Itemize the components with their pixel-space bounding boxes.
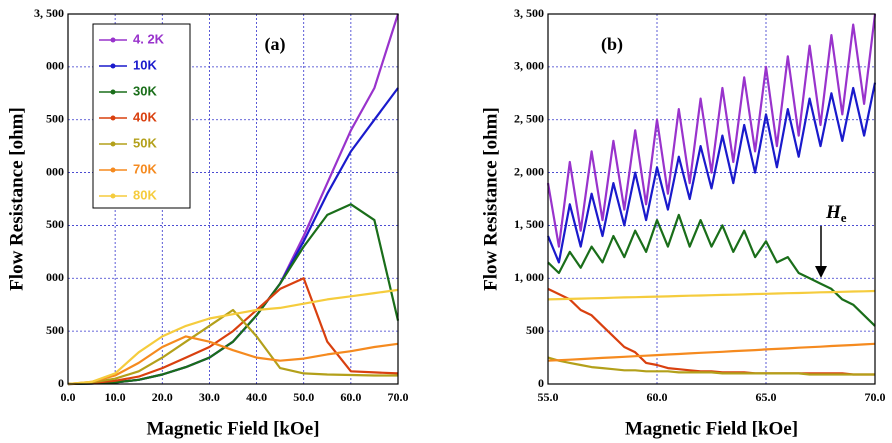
- x-tick-label: 60.0: [647, 390, 668, 404]
- y-tick-label: 3, 000: [514, 59, 544, 73]
- legend-label: 80K: [133, 187, 157, 202]
- series-line: [546, 82, 877, 264]
- y-tick-label: 000: [46, 270, 64, 284]
- y-axis-label: Flow Resistance [ohm]: [480, 107, 501, 291]
- series-line: [67, 203, 400, 386]
- x-tick-label: 50.0: [293, 390, 314, 404]
- x-tick-label: 70.0: [865, 390, 886, 404]
- x-tick-label: 0.0: [61, 390, 76, 404]
- legend-label: 70K: [133, 161, 157, 176]
- x-tick-label: 55.0: [538, 390, 559, 404]
- x-axis-label: Magnetic Field [kOe]: [625, 418, 798, 439]
- y-tick-label: 500: [46, 217, 64, 231]
- series-line: [67, 308, 398, 386]
- series-line: [67, 288, 399, 386]
- y-tick-label: 2, 500: [514, 111, 544, 125]
- series-line: [547, 289, 876, 301]
- panel-title: (b): [601, 34, 623, 55]
- x-tick-label: 60.0: [340, 390, 361, 404]
- plot-frame: [67, 13, 399, 385]
- y-tick-label: 000: [46, 59, 64, 73]
- series-line: [67, 277, 399, 386]
- y-tick-label: 1, 000: [514, 270, 544, 284]
- series-line: [547, 356, 875, 376]
- y-tick-label: 3, 500: [34, 6, 64, 20]
- series-line: [547, 287, 875, 376]
- legend-box: [92, 23, 191, 209]
- y-tick-label: 2, 000: [514, 164, 544, 178]
- series-line: [547, 213, 876, 327]
- legend-label: 50K: [133, 135, 157, 150]
- x-tick-label: 65.0: [756, 390, 777, 404]
- y-tick-label: 3, 500: [514, 6, 544, 20]
- y-axis-label: Flow Resistance [ohm]: [6, 107, 27, 291]
- y-tick-label: 0: [58, 376, 64, 390]
- legend-marker: [110, 167, 116, 173]
- y-tick-label: 500: [46, 323, 64, 337]
- x-tick-label: 20.0: [152, 390, 173, 404]
- legend-marker: [110, 193, 116, 199]
- legend-marker: [110, 115, 116, 121]
- y-tick-label: 500: [46, 111, 64, 125]
- annotation-sub: e: [841, 210, 847, 225]
- x-tick-label: 30.0: [199, 390, 220, 404]
- legend-marker: [110, 89, 116, 95]
- legend-label: 4. 2K: [133, 31, 165, 46]
- annotation-text: H: [825, 202, 842, 223]
- y-tick-label: 000: [46, 164, 64, 178]
- legend-label: 40K: [133, 109, 157, 124]
- y-tick-label: 1, 500: [514, 217, 544, 231]
- x-tick-label: 40.0: [246, 390, 267, 404]
- series-line: [546, 13, 877, 248]
- legend-marker: [110, 37, 116, 43]
- y-tick-label: 0: [538, 376, 544, 390]
- y-tick-label: 500: [526, 323, 544, 337]
- series-line: [67, 335, 399, 386]
- annotation-arrowhead: [815, 266, 827, 278]
- legend-label: 30K: [133, 83, 157, 98]
- x-tick-label: 70.0: [388, 390, 409, 404]
- legend-marker: [110, 63, 116, 69]
- x-tick-label: 10.0: [105, 390, 126, 404]
- panel-title: (a): [265, 34, 286, 55]
- x-axis-label: Magnetic Field [kOe]: [146, 418, 319, 439]
- plot-frame: [547, 13, 876, 385]
- annotation: He: [825, 202, 847, 225]
- legend-marker: [110, 141, 116, 147]
- series-line: [547, 342, 876, 362]
- legend-label: 10K: [133, 57, 157, 72]
